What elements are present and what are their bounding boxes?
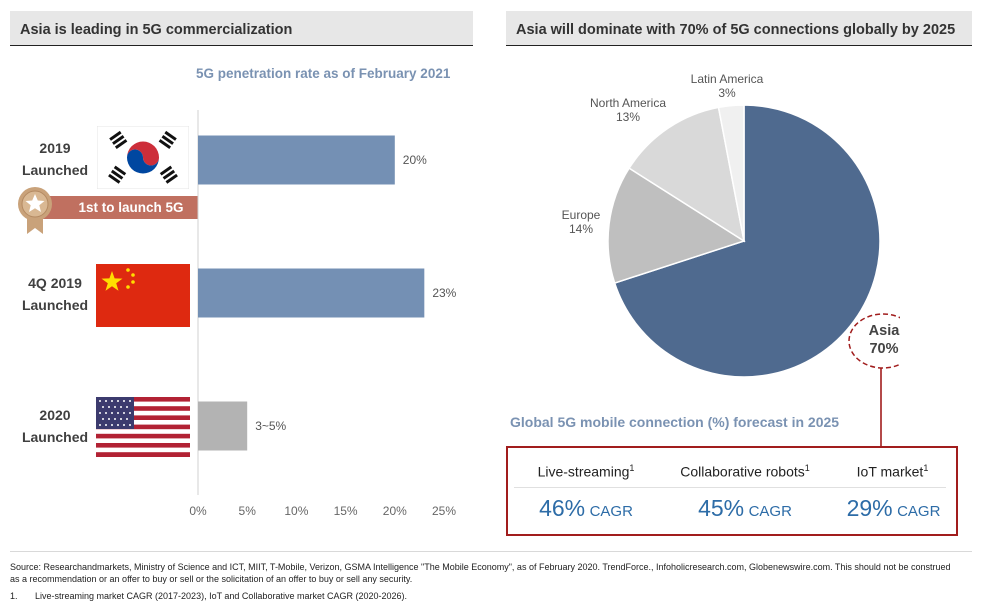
x-tick-label: 5%	[239, 504, 257, 518]
asia-callout-name: Asia	[868, 323, 900, 339]
launch-label-china: 4Q 2019 Launched	[10, 272, 100, 316]
cagr-heading-live-streaming: Live-streaming1	[516, 463, 656, 480]
launch-status: Launched	[21, 429, 89, 445]
launch-year: 2019	[39, 140, 71, 156]
x-tick-label: 15%	[334, 504, 358, 518]
asia-callout-value: 70%	[869, 341, 899, 357]
footnote-marker: 1	[629, 463, 635, 473]
cagr-value-iot-market: 29% CAGR	[826, 495, 961, 522]
medal-icon	[18, 187, 52, 234]
pie-label-name: North America	[590, 96, 666, 110]
launch-label-korea: 2019 Launched	[10, 137, 100, 181]
cagr-label: IoT market	[856, 463, 924, 480]
cagr-unit: CAGR	[897, 503, 941, 520]
south-korea-flag-icon	[97, 126, 189, 189]
bar-value-label: 3~5%	[255, 419, 286, 433]
asia-callout-connector	[848, 313, 900, 446]
first-launch-badge-label: 1st to launch 5G	[78, 200, 184, 215]
bar-value-label: 23%	[432, 286, 456, 300]
cagr-value-collaborative-robots: 45% CAGR	[675, 495, 815, 522]
pie-label-value: 14%	[569, 222, 593, 236]
pie-label-name: Europe	[562, 208, 601, 222]
cagr-label: Collaborative robots	[680, 463, 805, 480]
cagr-heading-iot-market: IoT market1	[830, 463, 955, 480]
cagr-summary-box	[506, 446, 958, 536]
x-tick-label: 0%	[189, 504, 207, 518]
footnote-text: Live-streaming market CAGR (2017-2023), …	[35, 591, 407, 601]
footnote-1: 1. Live-streaming market CAGR (2017-2023)…	[10, 590, 960, 602]
launch-status: Launched	[21, 297, 89, 313]
cagr-number: 46%	[539, 495, 586, 521]
footnote-marker: 1	[804, 463, 810, 473]
bar-chart-subtitle: 5G penetration rate as of February 2021	[196, 66, 451, 81]
footer-divider	[10, 551, 972, 552]
pie-label-name: Latin America	[691, 72, 764, 86]
right-panel-title: Asia will dominate with 70% of 5G connec…	[506, 11, 972, 46]
x-tick-label: 25%	[432, 504, 456, 518]
pie-slice-north-america	[628, 106, 746, 243]
x-tick-label: 10%	[284, 504, 308, 518]
pie-slice-europe	[607, 167, 746, 284]
bar-value-label: 20%	[403, 153, 427, 167]
cagr-value-live-streaming: 46% CAGR	[516, 495, 656, 522]
first-launch-ribbon	[30, 196, 198, 219]
cagr-divider	[514, 487, 946, 488]
pie-slice-asia	[613, 104, 881, 378]
bar-2	[198, 268, 425, 318]
usa-flag-icon	[96, 397, 190, 457]
footnote-marker: 1	[923, 463, 929, 473]
asia-callout-label: Asia 70%	[849, 322, 919, 358]
pie-label-value: 13%	[616, 110, 640, 124]
source-note: Source: Researchandmarkets, Ministry of …	[10, 562, 951, 584]
left-panel-title: Asia is leading in 5G commercialization	[10, 11, 473, 46]
launch-status: Launched	[21, 162, 89, 178]
china-flag-icon	[96, 264, 190, 327]
launch-year: 4Q 2019	[28, 275, 82, 291]
pie-slice-latin-america	[717, 104, 745, 242]
bar-1	[198, 135, 395, 185]
cagr-heading-collaborative-robots: Collaborative robots1	[665, 463, 825, 480]
launch-label-usa: 2020 Launched	[10, 404, 100, 448]
footnote-number: 1.	[10, 591, 18, 601]
cagr-unit: CAGR	[589, 503, 633, 520]
bar-3	[198, 401, 248, 451]
pie-label-value: 3%	[718, 86, 736, 100]
penetration-bar-chart: 20% 23% 3~5% 0% 5% 10% 15% 20% 25%	[189, 110, 457, 518]
cagr-unit: CAGR	[748, 503, 792, 520]
cagr-label: Live-streaming	[537, 463, 630, 480]
x-tick-label: 20%	[383, 504, 407, 518]
cagr-number: 29%	[846, 495, 893, 521]
cagr-number: 45%	[698, 495, 745, 521]
launch-year: 2020	[39, 407, 71, 423]
pie-chart-subtitle: Global 5G mobile connection (%) forecast…	[510, 414, 840, 430]
